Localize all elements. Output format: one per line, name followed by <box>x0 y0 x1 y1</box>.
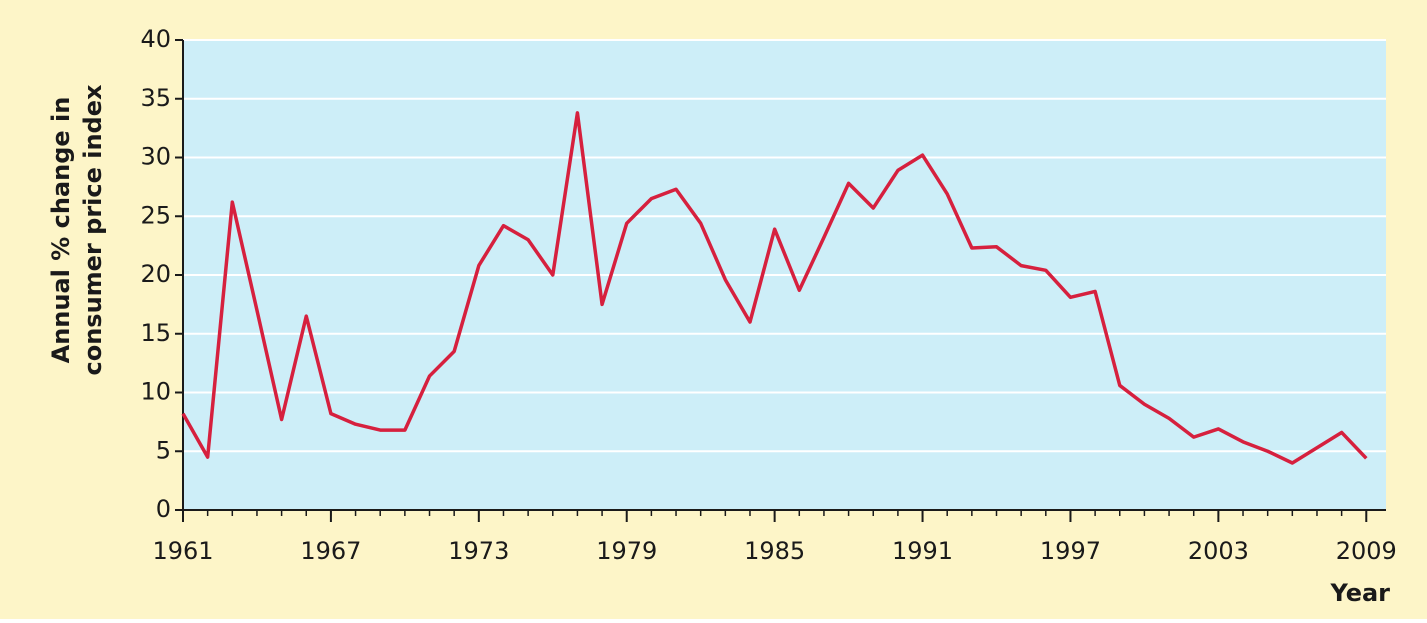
x-tick-label: 1979 <box>596 537 657 565</box>
y-tick-label: 35 <box>140 84 171 112</box>
x-tick-label: 2009 <box>1336 537 1397 565</box>
x-tick-label: 2003 <box>1188 537 1249 565</box>
y-tick-label: 15 <box>140 319 171 347</box>
y-tick-label: 40 <box>140 25 171 53</box>
x-tick-label: 1985 <box>744 537 805 565</box>
y-tick-label: 10 <box>140 378 171 406</box>
y-tick-label: 30 <box>140 143 171 171</box>
y-tick-label: 25 <box>140 201 171 229</box>
y-tick-label: 20 <box>140 260 171 288</box>
x-tick-label: 1967 <box>300 537 361 565</box>
x-axis-label: Year <box>1330 579 1391 607</box>
x-tick-label: 1961 <box>152 537 213 565</box>
x-tick-label: 1973 <box>448 537 509 565</box>
data-line <box>181 111 1368 465</box>
x-tick-label: 1991 <box>892 537 953 565</box>
y-tick-label: 0 <box>156 495 171 523</box>
y-tick-label: 5 <box>156 436 171 464</box>
y-axis-label: Annual % change in <box>47 97 75 364</box>
x-tick-label: 1997 <box>1040 537 1101 565</box>
y-axis-label: consumer price index <box>79 84 107 376</box>
